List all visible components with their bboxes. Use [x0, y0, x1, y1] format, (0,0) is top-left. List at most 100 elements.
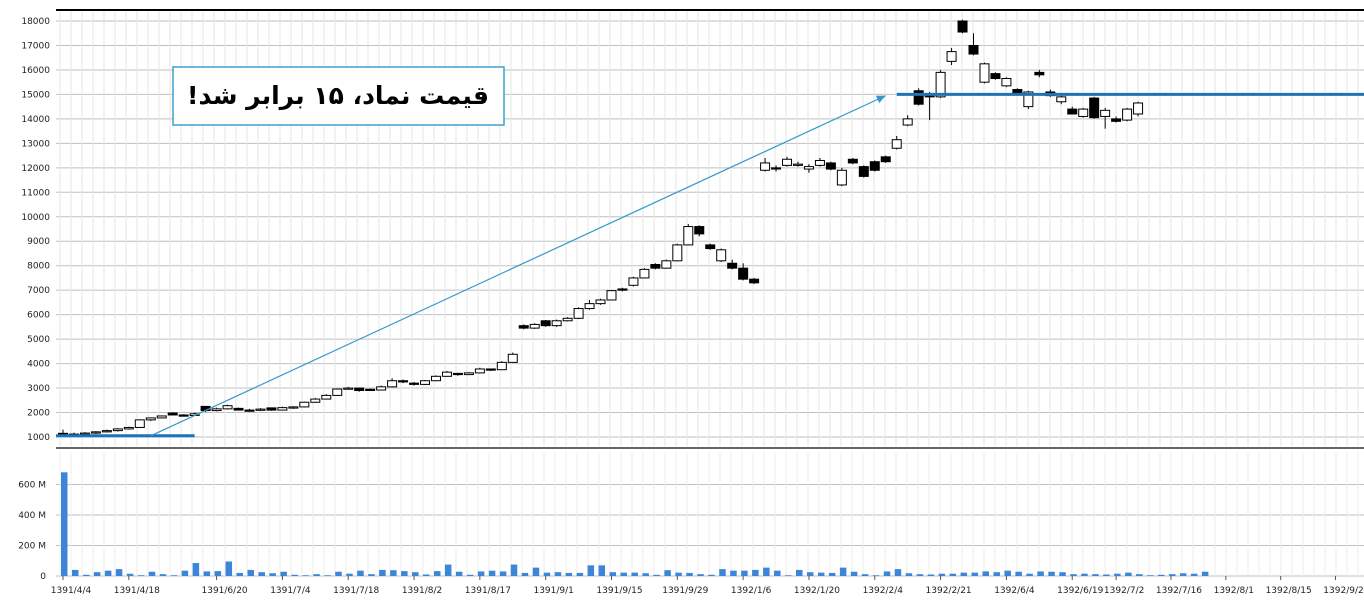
candle-down	[540, 320, 551, 327]
volume-bar	[1136, 574, 1143, 576]
candle-up	[463, 372, 474, 376]
price-grid	[56, 11, 1364, 446]
price-tick-label: 11000	[21, 188, 50, 198]
candle-up	[760, 162, 771, 171]
candle-down	[858, 166, 869, 177]
volume-bar	[642, 573, 649, 576]
volume-bar	[1103, 574, 1110, 576]
candle-up	[507, 353, 518, 363]
volume-bar	[401, 571, 408, 576]
date-tick-label: 1392/9/2	[1323, 586, 1363, 596]
candle-up	[792, 163, 803, 166]
candle-down	[365, 388, 376, 391]
volume-bar	[1158, 574, 1165, 576]
candle-up	[123, 426, 134, 430]
date-tick-label: 1392/2/4	[863, 586, 904, 596]
volume-tick-label: 200 M	[18, 542, 46, 552]
candle-down	[485, 368, 496, 371]
candle-up	[902, 118, 913, 126]
volume-bar	[828, 572, 836, 576]
volume-bar	[916, 574, 924, 576]
volume-bar	[686, 572, 693, 576]
volume-bar	[741, 570, 748, 576]
annotation-box: قیمت نماد، ۱۵ برابر شد!	[172, 66, 505, 126]
price-tick-label: 17000	[21, 41, 50, 51]
candle-up	[332, 388, 343, 396]
candle-up	[1078, 108, 1089, 117]
candle-up	[1133, 102, 1144, 115]
volume-tick-label: 0	[40, 572, 46, 582]
volume-bar	[236, 572, 244, 576]
date-tick-label: 1391/9/29	[662, 586, 708, 596]
candle-up	[683, 226, 694, 246]
candle-down	[409, 382, 420, 385]
date-tick-label: 1391/4/4	[51, 586, 92, 596]
candle-down	[727, 262, 738, 269]
candle-down	[1034, 71, 1045, 76]
volume-bar	[82, 574, 90, 576]
volume-bar	[1026, 573, 1033, 576]
volume-bar	[71, 569, 79, 576]
price-candles	[58, 19, 1144, 437]
candle-up	[387, 380, 398, 388]
date-tick-label: 1392/7/2	[1104, 586, 1144, 596]
trend-arrow	[150, 95, 887, 437]
candle-up	[1122, 108, 1133, 121]
candle-up	[299, 401, 310, 408]
candle-down	[617, 288, 628, 291]
volume-bar	[653, 574, 660, 576]
price-tick-label: 18000	[21, 17, 50, 27]
candle-up	[529, 323, 540, 329]
volume-bar	[1070, 574, 1077, 576]
volume-bar	[565, 572, 573, 576]
candle-down	[354, 387, 365, 392]
volume-bar	[697, 574, 704, 576]
candle-up	[946, 51, 957, 62]
volume-bar	[938, 573, 946, 576]
candle-down	[266, 407, 277, 411]
volume-bar	[708, 574, 715, 576]
candle-up	[288, 406, 299, 409]
price-tick-label: 8000	[27, 262, 50, 272]
volume-bar	[1190, 573, 1198, 576]
candle-down	[1089, 97, 1100, 119]
price-tick-label: 14000	[21, 115, 50, 125]
volume-bar	[1004, 570, 1011, 576]
candle-up	[376, 386, 387, 391]
candle-down	[913, 90, 924, 105]
candle-down	[847, 158, 858, 164]
volume-bar	[598, 565, 606, 576]
volume-bar	[1059, 572, 1066, 576]
candle-up	[573, 308, 584, 319]
candle-down	[1111, 118, 1122, 122]
candle-up	[716, 249, 727, 262]
volume-bar	[1015, 571, 1022, 576]
candle-down	[880, 156, 891, 163]
candle-up	[639, 268, 650, 279]
volume-bar	[927, 574, 935, 576]
volume-bar	[1114, 573, 1121, 576]
volume-bar	[905, 573, 913, 576]
price-tick-label: 7000	[27, 286, 50, 296]
candle-up	[584, 303, 595, 310]
volume-bar	[806, 572, 814, 576]
volume-bar	[763, 567, 770, 576]
volume-bar	[730, 570, 737, 576]
candle-down	[178, 414, 189, 417]
volume-bar	[148, 571, 156, 576]
volume-bar	[1048, 571, 1055, 576]
candle-up	[606, 290, 617, 301]
candle-up	[562, 317, 573, 322]
volume-bar	[466, 574, 474, 576]
candle-up	[90, 431, 101, 434]
volume-bar	[159, 574, 167, 576]
candle-up	[321, 394, 332, 400]
volume-bar	[993, 572, 1000, 576]
candle-up	[1056, 96, 1067, 103]
volume-bar	[532, 567, 540, 576]
volume-bars	[61, 472, 1209, 576]
volume-bar	[247, 569, 254, 576]
candle-down	[1067, 108, 1078, 115]
volume-grid	[56, 452, 1364, 577]
